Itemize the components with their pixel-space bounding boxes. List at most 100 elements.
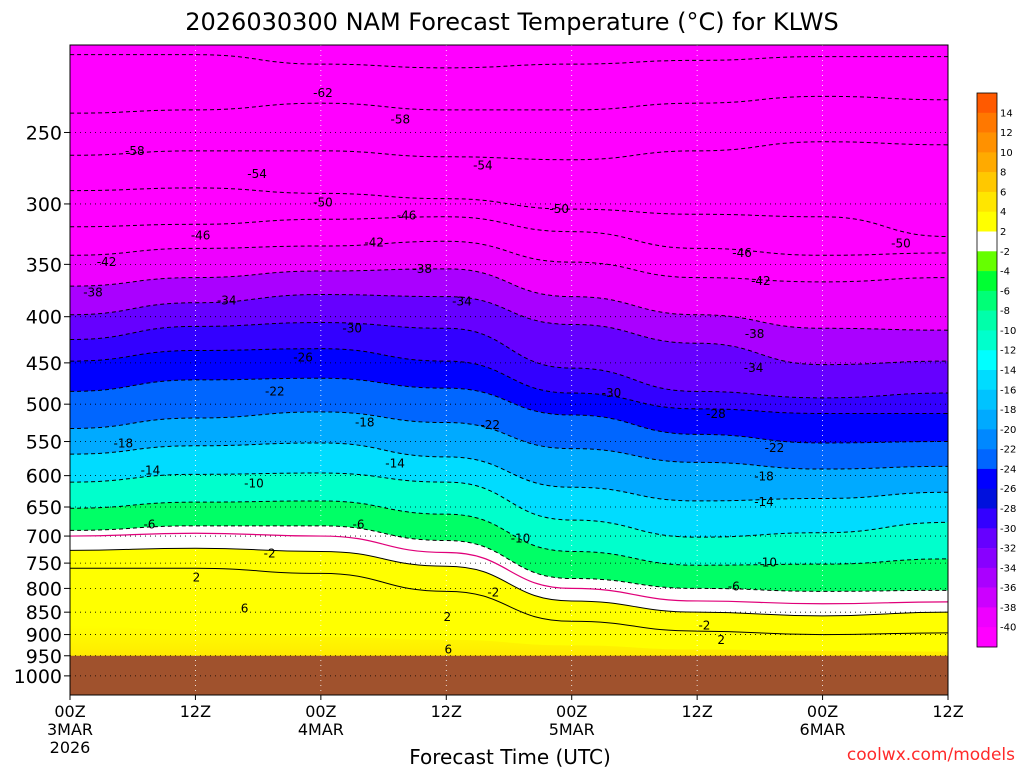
colorbar-swatch <box>977 290 997 311</box>
contour-lines <box>69 54 949 636</box>
contour--26 <box>69 348 948 414</box>
contour-label: -34 <box>744 361 764 375</box>
colorbar-swatch <box>977 409 997 430</box>
colorbar-swatch <box>977 132 997 153</box>
colorbar-swatch <box>977 251 997 272</box>
colorbar-label: -26 <box>1000 484 1016 495</box>
colorbar-label: 14 <box>1000 108 1013 119</box>
x-tick-label: 00Z <box>305 702 336 721</box>
colorbar: 14 12 10 8 6 4 2 -2 -4 -6 -8 -10 -12 -14 -16 -18 -20 -22 -… <box>976 92 1016 648</box>
colorbar-label: -40 <box>1000 623 1016 634</box>
x-tick-label: 12Z <box>431 702 462 721</box>
contour-label: -42 <box>751 274 771 288</box>
colorbar-swatch <box>977 468 997 490</box>
contour-label: 6 <box>241 601 249 615</box>
contour-label: -22 <box>265 384 285 398</box>
contour--14 <box>69 442 949 502</box>
x-date-label: 5MAR <box>549 720 595 739</box>
colorbar-swatch <box>977 112 997 133</box>
contour-label: -28 <box>706 407 726 421</box>
contour-label: -30 <box>602 386 622 400</box>
contour-label: 6 <box>445 643 453 657</box>
contour--58 <box>69 95 949 114</box>
colorbar-label: -36 <box>1000 583 1016 594</box>
contour-label: -34 <box>217 294 237 308</box>
contour-label: -2 <box>487 585 499 599</box>
colorbar-label: 4 <box>1000 207 1006 218</box>
colorbar-frame <box>976 92 998 648</box>
x-tick-label: 00Z <box>556 702 587 721</box>
contour--38 <box>69 268 949 331</box>
contour--62 <box>70 54 948 69</box>
contour-label: -18 <box>355 416 375 430</box>
contour--2 <box>69 525 949 592</box>
y-tick-label: 950 <box>26 646 62 668</box>
contour-label: -54 <box>247 167 267 181</box>
y-tick-label: 900 <box>26 625 62 647</box>
contour-label: -46 <box>732 246 752 260</box>
colorbar-label: 12 <box>1000 128 1013 139</box>
colorbar-label: -6 <box>1000 286 1010 297</box>
colorbar-swatch <box>977 370 997 391</box>
contour-label: -58 <box>390 113 410 127</box>
contour-label: -62 <box>313 86 333 100</box>
contour-label: -26 <box>293 351 313 365</box>
y-tick-label: 600 <box>26 466 62 488</box>
y-tick-label: 400 <box>26 307 62 329</box>
colorbar-label: -10 <box>1000 326 1016 337</box>
colorbar-swatch <box>977 429 997 450</box>
contour-label: -14 <box>141 463 161 477</box>
contour--22 <box>69 377 949 444</box>
y-tick-label: 500 <box>26 394 62 416</box>
y-tick-label: 700 <box>26 526 62 548</box>
colorbar-label: -4 <box>1000 267 1010 278</box>
contour-6 <box>70 567 949 636</box>
colorbar-label: 6 <box>1000 187 1006 198</box>
colorbar-label: -16 <box>1000 385 1016 396</box>
contour-label: -54 <box>473 159 493 173</box>
colorbar-swatch <box>977 567 997 588</box>
y-tick-label: 450 <box>26 353 62 375</box>
contour-label: -38 <box>83 285 103 299</box>
contour--42 <box>69 240 949 283</box>
contour-label: 2 <box>717 633 725 647</box>
y-tick-label: 850 <box>26 602 62 624</box>
colorbar-label: -32 <box>1000 544 1016 555</box>
x-tick-label: 12Z <box>180 702 211 721</box>
contour--18 <box>69 411 949 470</box>
y-tick-label: 300 <box>26 194 62 216</box>
contour-label: -42 <box>97 255 117 269</box>
x-tick-label: 12Z <box>932 702 963 721</box>
colorbar-swatch <box>977 508 997 529</box>
colorbar-label: -24 <box>1000 464 1016 475</box>
contour--10 <box>69 472 949 538</box>
chart-title: 2026030300 NAM Forecast Temperature (°C)… <box>185 8 838 36</box>
x-tick-label: 00Z <box>54 702 85 721</box>
colorbar-swatch <box>977 488 997 509</box>
contour-label: -46 <box>397 209 417 223</box>
contour-label: -50 <box>891 237 911 251</box>
contour-label: -18 <box>754 469 774 483</box>
contour-label: -22 <box>480 418 500 432</box>
colorbar-label: -28 <box>1000 504 1016 515</box>
colorbar-swatch <box>977 627 997 648</box>
contour-label: -50 <box>313 196 333 210</box>
plot-frame <box>69 44 949 696</box>
contour-label: -6 <box>353 518 365 532</box>
contour-2 <box>69 547 949 617</box>
contour--6 <box>69 500 949 566</box>
temperature-bands <box>70 45 948 695</box>
colorbar-swatch <box>977 310 997 331</box>
colorbar-swatch <box>977 172 997 193</box>
plot-area: -62-58-58-54-54-50 -50-50-46-46-46-42-42-… <box>69 44 949 696</box>
contour-label: -6 <box>143 518 155 532</box>
x-tick-label: 00Z <box>807 702 838 721</box>
contour--34 <box>69 294 949 366</box>
colorbar-label: 10 <box>1000 148 1013 159</box>
x-date-label: 3MAR <box>47 720 93 739</box>
colorbar-swatch <box>977 191 997 213</box>
contour-label: -46 <box>191 228 211 242</box>
credit-link[interactable]: coolwx.com/models <box>847 745 1015 765</box>
contour-label: 2 <box>444 610 452 624</box>
y-tick-label: 750 <box>26 553 62 575</box>
